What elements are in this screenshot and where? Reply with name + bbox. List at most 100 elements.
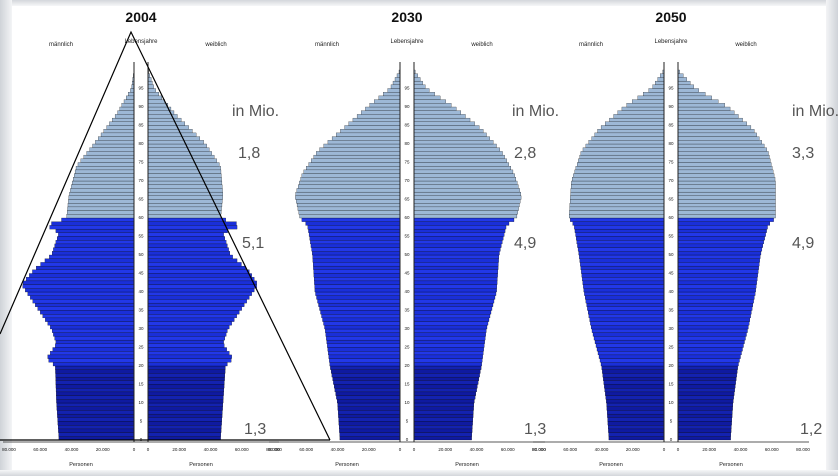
bar-female-age-10 (147, 399, 224, 404)
bar-male-age-21 (48, 358, 135, 363)
bar-male-age-69 (299, 180, 401, 185)
bar-male-age-80 (95, 140, 135, 145)
bar-female-age-1 (677, 432, 731, 437)
bar-female-age-43 (413, 277, 498, 282)
bar-male-age-9 (56, 402, 135, 407)
female-label: weiblich (734, 42, 756, 48)
bar-female-age-50 (147, 251, 230, 256)
bar-male-age-13 (334, 388, 401, 393)
bar-male-age-25 (595, 343, 665, 348)
bar-female-age-67 (413, 188, 520, 193)
bar-male-age-56 (55, 228, 135, 233)
bar-male-age-33 (588, 314, 665, 319)
age-tick-label: 90 (404, 104, 410, 109)
bar-female-age-59 (677, 217, 774, 222)
bar-female-age-38 (413, 295, 496, 300)
bar-female-age-4 (147, 421, 222, 426)
bar-male-age-11 (56, 395, 135, 400)
bar-male-age-40 (314, 288, 401, 293)
x-tick-label-male: 60.000 (563, 447, 577, 452)
bar-female-age-95 (413, 84, 426, 89)
bar-male-age-72 (574, 169, 665, 174)
bar-female-age-28 (413, 332, 486, 337)
bar-female-age-90 (677, 103, 725, 108)
bar-female-age-15 (413, 380, 479, 385)
bar-male-age-95 (652, 84, 665, 89)
bar-female-age-36 (677, 302, 753, 307)
bar-female-age-94 (413, 88, 430, 93)
bar-male-age-86 (609, 117, 665, 122)
bar-male-age-14 (334, 384, 401, 389)
bar-female-age-12 (413, 391, 476, 396)
age-tick-label: 70 (138, 178, 144, 183)
bar-female-age-5 (677, 417, 732, 422)
bar-female-age-57 (413, 225, 507, 230)
bar-male-age-89 (119, 106, 135, 111)
bar-male-age-18 (331, 369, 401, 374)
bar-male-age-46 (36, 265, 135, 270)
bar-male-age-85 (109, 121, 135, 126)
bar-female-age-64 (147, 199, 223, 204)
bar-female-age-23 (147, 351, 230, 356)
bar-female-age-33 (677, 314, 751, 319)
group-value-under20: 1,3 (524, 421, 546, 438)
bar-female-age-50 (677, 251, 762, 256)
bar-male-age-51 (577, 247, 665, 252)
age-tick-label: 80 (668, 141, 674, 146)
bar-male-age-23 (50, 351, 135, 356)
bar-male-age-1 (608, 432, 665, 437)
bar-female-age-30 (413, 325, 488, 330)
bar-male-age-9 (606, 402, 665, 407)
x-tick-label-male: 40.000 (331, 447, 345, 452)
bar-male-age-14 (604, 384, 665, 389)
bar-male-age-62 (569, 206, 665, 211)
age-tick-label: 55 (668, 234, 674, 239)
bar-male-age-45 (32, 269, 135, 274)
bar-male-age-19 (55, 365, 135, 370)
bar-female-age-32 (413, 317, 490, 322)
bar-male-age-17 (55, 373, 135, 378)
bar-female-age-44 (677, 273, 758, 278)
bar-male-age-76 (83, 154, 135, 159)
bar-male-age-33 (321, 314, 401, 319)
bar-female-age-66 (677, 191, 776, 196)
group-value-65plus: 3,3 (792, 145, 814, 162)
bar-male-age-15 (55, 380, 135, 385)
bar-female-age-42 (147, 280, 257, 285)
bar-female-age-19 (677, 365, 738, 370)
bar-male-age-57 (307, 225, 401, 230)
bar-female-age-94 (677, 88, 699, 93)
age-tick-label: 15 (404, 382, 410, 387)
x-tick-label-female: 60.000 (765, 447, 779, 452)
male-label: männlich (49, 42, 73, 48)
bar-female-age-86 (147, 117, 182, 122)
bar-male-age-68 (71, 184, 135, 189)
bar-female-age-68 (677, 184, 776, 189)
bar-male-age-15 (333, 380, 401, 385)
bar-male-age-74 (577, 162, 665, 167)
bar-male-age-60 (299, 214, 401, 219)
bar-male-age-91 (374, 99, 401, 104)
bar-male-age-0 (608, 436, 665, 441)
bar-male-age-82 (100, 132, 135, 137)
bar-male-age-50 (52, 251, 135, 256)
bar-female-age-57 (147, 225, 238, 230)
bar-female-age-33 (147, 314, 237, 319)
bar-female-age-54 (413, 236, 504, 241)
bar-female-age-91 (677, 99, 719, 104)
bar-male-age-96 (392, 80, 401, 85)
bar-male-age-7 (607, 410, 665, 415)
bar-female-age-90 (413, 103, 452, 108)
bar-male-age-40 (25, 288, 135, 293)
bar-female-age-26 (677, 339, 745, 344)
bar-male-age-39 (315, 291, 401, 296)
bar-male-age-35 (37, 306, 135, 311)
bar-male-age-1 (58, 432, 135, 437)
bar-female-age-69 (677, 180, 776, 185)
bar-male-age-28 (53, 332, 135, 337)
bar-female-age-75 (413, 158, 507, 163)
bar-female-age-14 (147, 384, 225, 389)
bar-male-age-12 (335, 391, 401, 396)
bar-male-age-53 (310, 240, 401, 245)
bar-female-age-16 (413, 376, 479, 381)
